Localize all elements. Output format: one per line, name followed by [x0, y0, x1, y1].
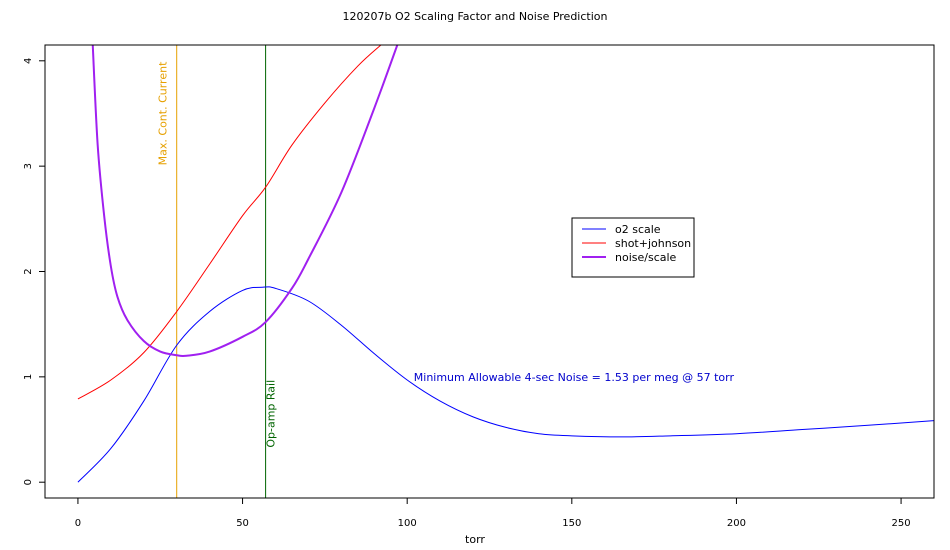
y-tick-label: 2	[23, 268, 34, 274]
legend-label-noise-scale: noise/scale	[615, 251, 677, 264]
x-axis: 0 50 100 150 200 250	[75, 498, 911, 529]
x-tick-label: 50	[236, 518, 249, 529]
y-tick-label: 1	[23, 374, 34, 380]
vline-label-op-amp-rail: Op-amp Rail	[265, 380, 278, 448]
y-tick-label: 0	[23, 479, 34, 485]
legend-label-shot-johnson: shot+johnson	[615, 237, 691, 250]
x-tick-label: 150	[562, 518, 581, 529]
legend-box	[571, 217, 695, 278]
x-axis-label: torr	[465, 533, 485, 546]
vline-label-max-cont-current: Max. Cont. Current	[157, 61, 170, 165]
plot-frame	[44, 44, 935, 499]
y-axis: 0 1 2 3 4	[23, 58, 45, 485]
noise-annotation: Minimum Allowable 4-sec Noise = 1.53 per…	[414, 371, 735, 384]
x-tick-label: 100	[398, 518, 417, 529]
x-tick-label: 0	[75, 518, 81, 529]
series-line-o2-scale	[77, 286, 934, 483]
series-line-shot-johnson	[77, 45, 382, 400]
y-tick-label: 3	[23, 163, 34, 169]
plot-area	[77, 45, 934, 498]
chart-title: 120207b O2 Scaling Factor and Noise Pred…	[343, 10, 608, 23]
series-line-noise-scale	[91, 45, 399, 358]
legend-label-o2-scale: o2 scale	[615, 223, 661, 236]
y-tick-label: 4	[23, 58, 34, 64]
x-tick-label: 250	[892, 518, 911, 529]
x-tick-label: 200	[727, 518, 746, 529]
